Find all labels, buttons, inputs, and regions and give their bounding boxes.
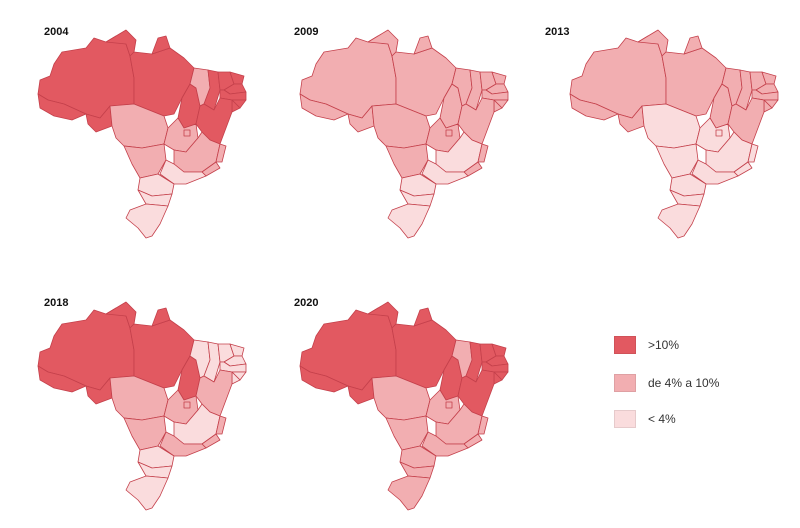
state-region [715, 129, 723, 137]
state-region [683, 35, 703, 55]
state-region [421, 159, 469, 185]
state-region [123, 415, 167, 451]
state-region [299, 365, 349, 393]
state-region [413, 307, 433, 327]
map-year-label: 2004 [44, 26, 69, 38]
state-region [399, 189, 435, 207]
map-states [569, 29, 779, 239]
map-year-label: 2013 [545, 26, 570, 38]
state-region [105, 301, 137, 329]
state-region [445, 129, 453, 137]
map-year-label: 2020 [294, 297, 319, 309]
state-region [387, 203, 431, 239]
state-region [457, 97, 495, 145]
legend-label: < 4% [648, 412, 676, 426]
state-region [637, 29, 669, 57]
state-region [137, 461, 173, 479]
map-states [37, 29, 247, 239]
map-states [299, 301, 509, 511]
legend-swatch [614, 374, 636, 392]
state-region [747, 143, 759, 163]
state-region [125, 203, 169, 239]
state-region [385, 415, 429, 451]
brazil-map [569, 29, 779, 239]
state-region [657, 203, 701, 239]
state-region [385, 143, 429, 179]
state-region [569, 93, 619, 121]
state-region [691, 159, 739, 185]
state-region [413, 35, 433, 55]
legend-label: >10% [648, 338, 680, 352]
brazil-map [37, 29, 247, 239]
state-region [159, 159, 207, 185]
state-region [367, 29, 399, 57]
map-states [299, 29, 509, 239]
map-year-label: 2009 [294, 26, 319, 38]
state-region [125, 475, 169, 511]
legend-item-mid: de 4% a 10% [614, 374, 784, 394]
map-legend: >10% de 4% a 10% < 4% [614, 336, 784, 436]
state-region [669, 189, 705, 207]
state-region [655, 143, 699, 179]
state-region [367, 301, 399, 329]
legend-item-low: < 4% [614, 410, 784, 430]
state-region [159, 431, 207, 457]
state-region [727, 97, 765, 145]
state-region [195, 369, 233, 417]
state-region [37, 93, 87, 121]
legend-swatch [614, 410, 636, 428]
legend-swatch [614, 336, 636, 354]
state-region [37, 365, 87, 393]
state-region [299, 93, 349, 121]
state-region [151, 35, 171, 55]
state-region [387, 475, 431, 511]
state-region [123, 143, 167, 179]
state-region [151, 307, 171, 327]
state-region [137, 189, 173, 207]
legend-item-high: >10% [614, 336, 784, 356]
map-states [37, 301, 247, 511]
state-region [477, 143, 489, 163]
state-region [421, 431, 469, 457]
map-year-label: 2018 [44, 297, 69, 309]
state-region [105, 29, 137, 57]
state-region [399, 461, 435, 479]
state-region [445, 401, 453, 409]
brazil-map [299, 29, 509, 239]
state-region [183, 129, 191, 137]
state-region [215, 415, 227, 435]
brazil-map [299, 301, 509, 511]
brazil-map [37, 301, 247, 511]
state-region [215, 143, 227, 163]
state-region [183, 401, 191, 409]
state-region [457, 369, 495, 417]
state-region [195, 97, 233, 145]
state-region [477, 415, 489, 435]
legend-label: de 4% a 10% [648, 376, 720, 390]
